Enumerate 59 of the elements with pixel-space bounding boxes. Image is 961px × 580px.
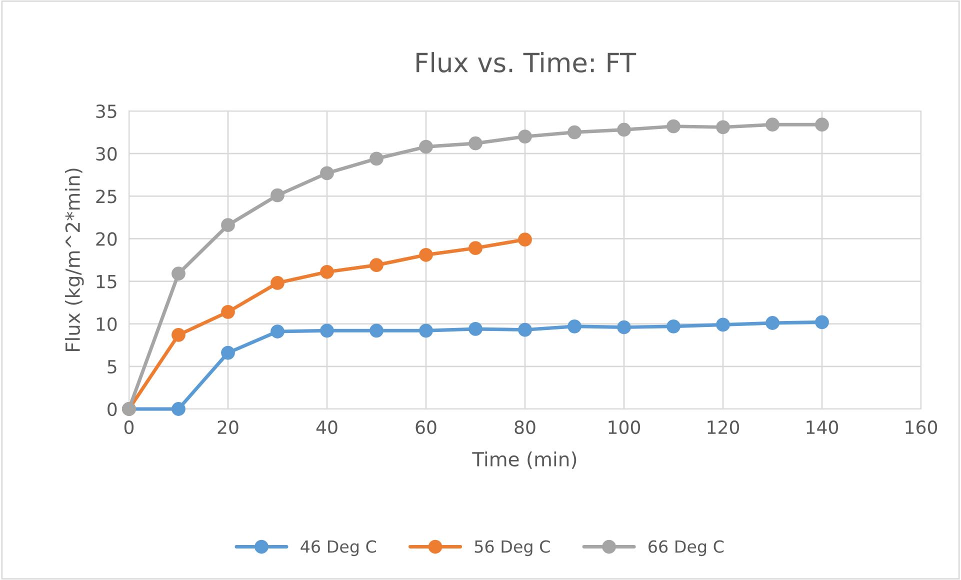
- x-tick-label: 40: [316, 420, 338, 434]
- legend-label: 56 Deg C: [474, 540, 550, 556]
- point: [320, 264, 334, 279]
- point: [419, 140, 433, 154]
- x-tick-label: 120: [708, 420, 740, 434]
- point: [270, 324, 284, 338]
- point: [221, 346, 235, 360]
- legend-label: 66 Deg C: [648, 540, 724, 556]
- point: [815, 315, 829, 330]
- point: [766, 316, 780, 330]
- point: [370, 324, 384, 338]
- y-tick-label: 0: [108, 402, 117, 416]
- point: [716, 318, 730, 332]
- point: [518, 130, 532, 144]
- point: [716, 120, 730, 134]
- point: [617, 122, 631, 137]
- point: [468, 136, 482, 150]
- x-tick-label: 60: [416, 420, 436, 434]
- x-tick-label: 0: [124, 420, 134, 434]
- chart-title: Flux vs. Time: FT: [416, 52, 636, 72]
- point: [270, 276, 284, 290]
- point: [270, 188, 284, 202]
- point: [568, 319, 582, 334]
- y-tick-label: 15: [96, 274, 116, 288]
- point: [172, 328, 186, 342]
- point: [766, 118, 780, 132]
- y-tick-label: 25: [96, 190, 116, 204]
- point: [172, 402, 186, 416]
- point: [419, 324, 433, 338]
- point: [568, 125, 582, 140]
- point: [419, 248, 433, 262]
- x-tick-label: 100: [608, 420, 640, 434]
- point: [468, 322, 482, 336]
- x-tick-label: 160: [906, 420, 938, 434]
- y-axis-title: Flux (kg/m^2*min): [64, 168, 84, 352]
- point: [320, 166, 334, 180]
- y-tick-label: 30: [96, 147, 117, 161]
- point: [320, 324, 334, 338]
- point: [221, 218, 235, 232]
- legend-label: 46 Deg C: [300, 540, 376, 556]
- point: [666, 119, 680, 134]
- point: [518, 322, 532, 337]
- x-tick-label: 80: [514, 420, 536, 434]
- y-tick-label: 10: [96, 317, 117, 331]
- x-axis-title: Time (min): [472, 451, 576, 469]
- point: [370, 152, 384, 166]
- point: [815, 118, 829, 132]
- point: [468, 241, 482, 256]
- x-tick-label: 20: [218, 420, 238, 434]
- point: [172, 266, 186, 281]
- point: [617, 320, 631, 334]
- x-tick-label: 140: [806, 420, 838, 434]
- point: [370, 258, 384, 272]
- point: [518, 232, 532, 247]
- y-tick-label: 20: [96, 232, 117, 246]
- y-tick-label: 5: [108, 360, 116, 374]
- point: [666, 319, 680, 334]
- point: [221, 304, 235, 319]
- y-tick-label: 35: [96, 104, 116, 118]
